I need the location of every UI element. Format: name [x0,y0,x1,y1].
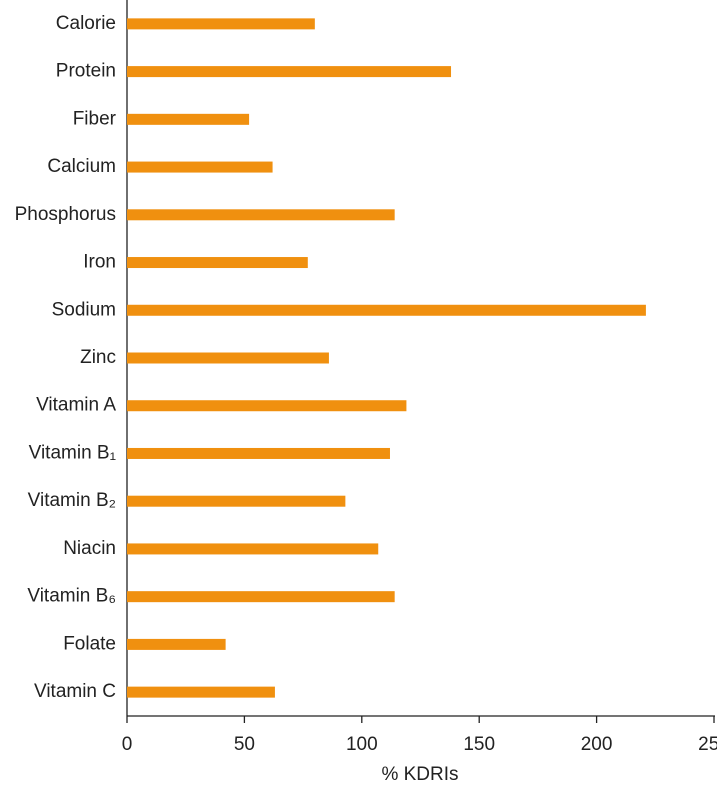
x-tick-label: 50 [234,734,255,755]
y-tick-label: Calorie [56,13,116,34]
bar [127,686,275,698]
y-tick-label: Vitamin B₆ [27,586,116,607]
bar [127,543,379,555]
bar [127,113,250,125]
bar [127,66,452,78]
bar [127,447,390,459]
bar [127,257,308,269]
y-tick-label: Sodium [52,299,116,320]
y-tick-label: Zinc [80,347,116,368]
bar [127,209,395,221]
y-tick-label: Fiber [73,108,117,129]
x-tick-label: 250 [698,734,717,755]
bar [127,400,407,412]
bar [127,591,395,603]
y-tick-label: Niacin [63,538,116,559]
bar [127,638,226,650]
x-tick-label: 200 [581,734,613,755]
bar [127,495,346,507]
y-tick-label: Folate [63,633,116,654]
x-axis-label: % KDRIs [381,764,458,785]
y-tick-label: Calcium [47,156,116,177]
y-tick-label: Vitamin B₁ [29,442,116,463]
y-tick-label: Phosphorus [15,204,116,225]
bar [127,352,329,364]
x-tick-label: 0 [122,734,133,755]
y-tick-label: Vitamin B₂ [28,490,116,511]
bar [127,18,315,30]
y-tick-label: Protein [56,61,116,82]
y-tick-label: Vitamin A [36,395,116,416]
y-tick-label: Iron [83,252,116,273]
x-tick-label: 150 [463,734,495,755]
bar [127,304,646,316]
y-tick-label: Vitamin C [34,681,116,702]
bar [127,161,273,173]
x-tick-label: 100 [346,734,378,755]
